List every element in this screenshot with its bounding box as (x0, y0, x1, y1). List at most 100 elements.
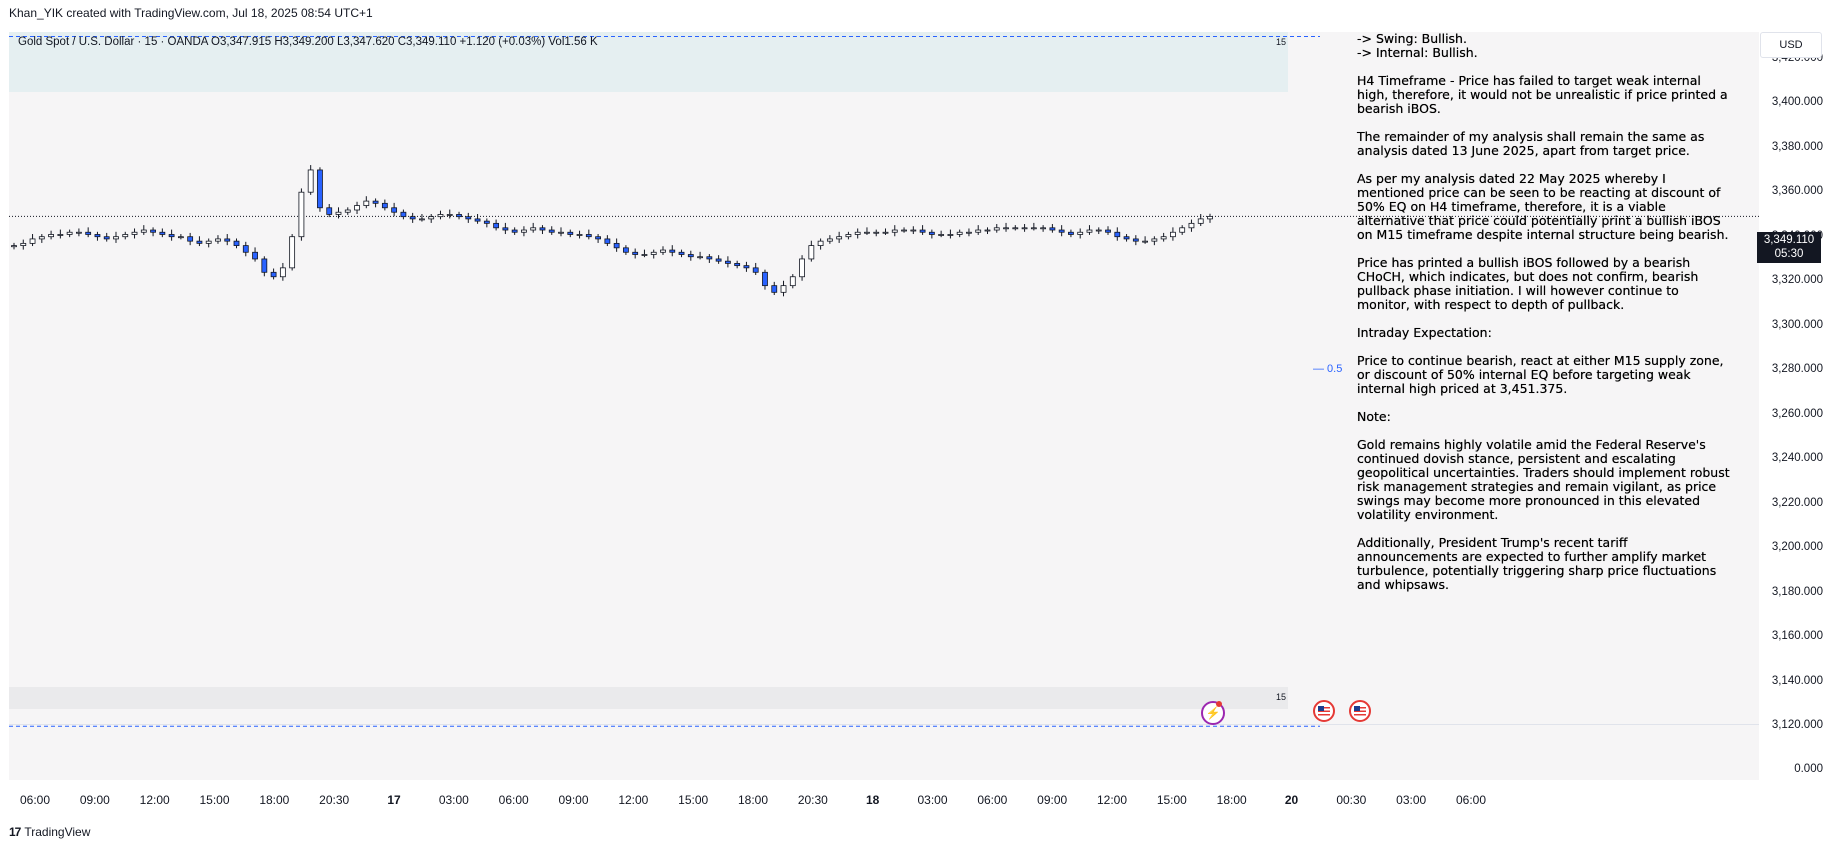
candle-body (539, 227, 546, 231)
price-tick-label: 3,120.000 (1771, 719, 1823, 732)
us-flag-icon[interactable] (1349, 700, 1371, 722)
time-tick-label: 17 (387, 793, 401, 807)
chart-author-header: Khan_YIK created with TradingView.com, J… (9, 6, 373, 20)
candle-body (882, 231, 889, 234)
time-axis[interactable]: 06:00 09:00 12:00 15:00 18:00 20:30 17 03:00 06:… (9, 780, 1759, 820)
time-tick-label: 12:00 (1096, 793, 1128, 807)
time-tick-label: 18:00 (1216, 793, 1247, 807)
oscillator-value-label: 0.000 (1794, 763, 1823, 775)
candle-body (205, 240, 212, 244)
time-tick-label: 09:00 (558, 793, 589, 807)
price-tick-label: 3,320.000 (1771, 274, 1823, 287)
candle-body (419, 218, 425, 221)
candle-body (826, 238, 833, 242)
candle-body (1197, 218, 1204, 224)
candle-body (177, 236, 184, 239)
candle-body (956, 231, 963, 235)
candle-body (1114, 231, 1121, 238)
candle-body (233, 240, 240, 246)
time-tick-label: 06:00 (1455, 793, 1487, 807)
candle-body (966, 231, 972, 234)
candle-body (317, 169, 323, 209)
candle-body (428, 216, 435, 220)
price-axis[interactable]: 3,420.0003,400.0003,380.0003,360.0003,34… (1759, 28, 1835, 780)
candle-body (409, 216, 416, 220)
candle-body (836, 236, 843, 240)
candle-body (530, 227, 537, 231)
candle-body (910, 229, 917, 232)
time-tick-label: 15:00 (199, 793, 230, 807)
candle-body (548, 229, 555, 233)
candle-body (113, 236, 119, 240)
last-price-value: 3,349.110 (1763, 234, 1815, 246)
candle-body (854, 231, 861, 235)
time-tick-label: 15:00 (1156, 793, 1187, 807)
footer-brand-label: TradingView (24, 825, 91, 839)
symbol-ohlc-legend[interactable]: Gold Spot / U.S. Dollar · 15 · OANDA O3,… (18, 36, 598, 48)
us-flag-icon[interactable] (1313, 700, 1335, 722)
footer-brand[interactable]: 17 TradingView (9, 825, 90, 839)
candle-body (1160, 236, 1167, 240)
candle-body (75, 231, 82, 234)
analysis-paragraph: -> Internal: Bullish. (1357, 45, 1478, 60)
candle-body (1142, 240, 1149, 243)
price-tick-label: 3,300.000 (1771, 318, 1823, 331)
candle-body (502, 227, 509, 231)
currency-selector[interactable]: USD (1760, 32, 1822, 58)
candle-body (335, 211, 342, 215)
candle-body (975, 229, 982, 233)
candle-body (1012, 227, 1019, 230)
candle-body (669, 249, 676, 253)
price-tick-label: 3,260.000 (1771, 407, 1823, 420)
price-tick-label: 3,280.000 (1771, 363, 1823, 376)
interval-marker-top: 15 (1276, 37, 1287, 47)
candle-body (1179, 227, 1186, 233)
candle-body (845, 234, 852, 238)
oscillator-pane[interactable] (9, 725, 1759, 780)
candle-body (131, 231, 138, 235)
time-tick-label: 03:00 (917, 793, 948, 807)
candle-body (1188, 222, 1195, 229)
chart-pane[interactable] (9, 32, 1759, 744)
price-tick-label: 3,240.000 (1771, 452, 1823, 465)
analysis-paragraph: Note: (1357, 409, 1391, 424)
candle-body (706, 256, 713, 260)
candle-body (140, 229, 147, 233)
time-tick-label: 18:00 (737, 793, 769, 807)
analysis-paragraph: The remainder of my analysis shall remai… (1357, 129, 1705, 158)
candle-body (576, 234, 583, 236)
analysis-paragraph: As per my analysis dated 22 May 2025 whe… (1357, 171, 1729, 242)
price-tick-label: 3,220.000 (1771, 496, 1823, 509)
candle-body (1040, 227, 1047, 230)
price-tick-label: 3,380.000 (1771, 140, 1823, 153)
flash-icon[interactable]: ⚡ (1201, 701, 1225, 725)
candle-body (873, 231, 880, 234)
candle-body (298, 191, 305, 238)
candle-body (372, 200, 379, 204)
time-tick-label: 20:30 (319, 793, 350, 807)
candle-body (864, 231, 870, 234)
candle-body (1207, 216, 1213, 220)
time-tick-label: 00:30 (1336, 793, 1367, 807)
candle-body (762, 271, 768, 287)
analysis-paragraph: H4 Timeframe - Price has failed to targe… (1357, 73, 1728, 116)
analysis-paragraph: Additionally, President Trump's recent t… (1357, 535, 1717, 592)
candle-body (307, 169, 314, 193)
price-tick-label: 3,360.000 (1771, 185, 1823, 198)
candle-body (558, 231, 564, 234)
candle-body (483, 220, 490, 224)
interval-marker-bottom: 15 (1276, 692, 1287, 702)
candle-body (446, 214, 453, 216)
notification-dot (1216, 701, 1222, 707)
candle-body (632, 251, 639, 255)
time-tick-label: 18:00 (259, 793, 290, 807)
time-tick-label: 20:30 (797, 793, 828, 807)
candle-body (66, 231, 73, 235)
analysis-paragraph: Price to continue bearish, react at eith… (1357, 353, 1724, 396)
candle-body (799, 258, 805, 278)
pane-separator[interactable] (9, 724, 1759, 725)
analysis-paragraph: Gold remains highly volatile amid the Fe… (1357, 437, 1730, 522)
candle-body (595, 236, 601, 240)
candle-body (613, 242, 620, 249)
